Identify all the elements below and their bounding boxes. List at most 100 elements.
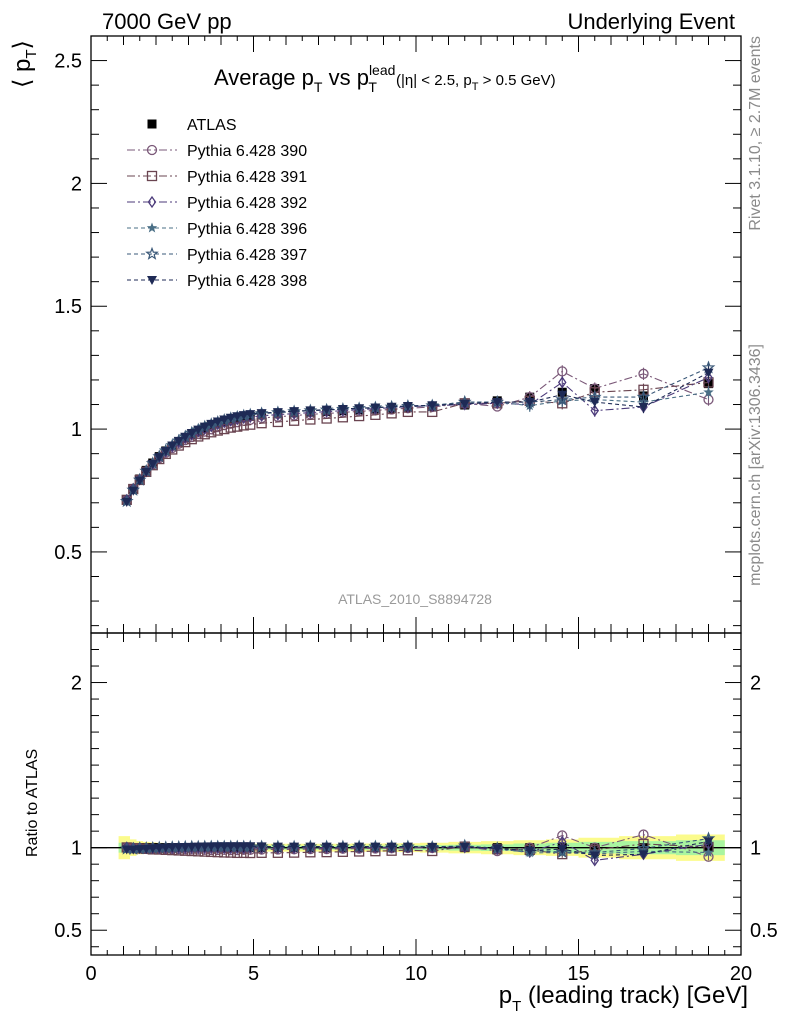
data-point <box>173 436 184 446</box>
data-point <box>321 405 332 415</box>
analysis-label: ATLAS_2010_S8894728 <box>338 591 492 607</box>
data-point <box>186 429 197 439</box>
ratio-y-tick-label-right: 1 <box>750 838 761 860</box>
ratio-point <box>555 844 570 858</box>
data-point <box>557 376 567 389</box>
data-point <box>288 415 300 426</box>
ratio-point <box>245 842 256 852</box>
mcplots-label: mcplots.cern.ch [arXiv:1306.3436] <box>747 344 764 586</box>
main-plot-series <box>119 360 716 508</box>
ratio-y-tick-label-right: 0.5 <box>750 920 778 942</box>
data-point <box>160 446 171 456</box>
data-point <box>219 423 230 435</box>
legend-marker <box>146 222 158 233</box>
legend-entry: Pythia 6.428 396 <box>127 221 307 238</box>
ratio-point <box>492 844 503 854</box>
ratio-series-6 <box>121 837 714 861</box>
legend-entry: Pythia 6.428 397 <box>127 246 307 264</box>
legend-marker <box>147 276 157 285</box>
ratio-point <box>128 845 139 855</box>
data-point <box>219 415 230 425</box>
ratio-frame <box>90 632 742 956</box>
data-point <box>524 398 535 408</box>
ratio-point <box>193 842 204 852</box>
legend-marker <box>147 195 157 209</box>
series-line-3 <box>126 376 709 501</box>
ratio-point <box>212 842 223 852</box>
legend-entry: Pythia 6.428 390 <box>127 143 307 160</box>
ratio-point <box>370 842 381 852</box>
data-point <box>256 418 267 429</box>
series-4 <box>121 386 714 507</box>
axes: 0 5 10 15 20 0.5 1 1.5 2 2.5 0.5 0.5 1 1 2 2 <box>54 35 778 985</box>
title-vs: vs p <box>322 65 368 90</box>
y-tick-label: 1 <box>71 419 82 441</box>
data-point <box>256 409 267 419</box>
ratio-point <box>590 854 600 867</box>
data-point <box>590 404 600 417</box>
data-point <box>492 398 503 408</box>
ratio-point <box>256 842 267 852</box>
legend-entry: Pythia 6.428 391 <box>127 169 307 186</box>
data-point <box>272 408 283 418</box>
ratio-point <box>427 842 438 852</box>
data-point <box>386 402 397 412</box>
y-tick-label: 2.5 <box>54 51 82 73</box>
title-cuts-t: T <box>472 81 479 93</box>
ratio-point <box>180 842 191 852</box>
legend-label: Pythia 6.428 390 <box>187 143 307 160</box>
title-cuts-b: > 0.5 GeV) <box>478 72 555 89</box>
data-point <box>167 441 178 451</box>
ratio-point <box>225 842 236 852</box>
data-point <box>206 419 217 429</box>
legend-marker <box>147 119 157 129</box>
ratio-plot-series <box>119 829 716 867</box>
ratio-point <box>638 850 649 860</box>
data-point <box>402 401 413 411</box>
ratio-point <box>121 845 132 855</box>
data-point <box>238 411 249 421</box>
data-point <box>212 417 223 427</box>
ratio-point <box>173 843 184 853</box>
legend-label: Pythia 6.428 397 <box>187 247 307 264</box>
ratio-point <box>206 842 217 852</box>
svg-text:⟨ pT⟩: ⟨ pT⟩ <box>9 40 40 88</box>
data-point <box>245 410 256 420</box>
ratio-point <box>354 842 365 852</box>
xlabel-rest: (leading track) [GeV] <box>521 982 748 1009</box>
data-point <box>557 366 568 377</box>
data-point <box>459 399 470 409</box>
ratio-point <box>524 846 535 856</box>
y-tick-label: 2 <box>71 173 82 195</box>
legend-marker <box>145 246 159 260</box>
ratio-point <box>232 842 243 852</box>
legend-label: Pythia 6.428 398 <box>187 273 307 290</box>
data-point <box>704 371 713 384</box>
data-point <box>337 404 348 414</box>
data-point <box>180 432 191 442</box>
data-point <box>232 421 243 432</box>
data-point <box>289 407 300 417</box>
legend-label: Pythia 6.428 396 <box>187 221 307 238</box>
ratio-line-6 <box>126 840 709 857</box>
ratio-point <box>557 845 568 855</box>
ratio-point <box>386 842 397 852</box>
data-point <box>589 398 600 408</box>
data-point <box>370 403 381 413</box>
ratio-point <box>199 842 210 852</box>
header-right: Underlying Event <box>567 9 735 34</box>
legend-entry: Pythia 6.428 392 <box>127 195 307 212</box>
data-point <box>238 420 249 431</box>
legend: ATLAS Pythia 6.428 390 Pythia 6.428 391 Pyt… <box>127 117 307 290</box>
header-left: 7000 GeV pp <box>102 9 232 34</box>
title-sub-t: T <box>314 79 323 95</box>
legend-marker <box>146 144 158 156</box>
data-point <box>638 402 649 412</box>
series-line-2 <box>126 381 709 501</box>
ratio-point <box>141 844 152 854</box>
x-axis-label: pT (leading track) [GeV] <box>499 982 748 1015</box>
xlabel-p: p <box>499 982 512 1009</box>
ratio-point <box>703 847 714 857</box>
data-point <box>193 425 204 435</box>
data-point <box>147 459 158 469</box>
